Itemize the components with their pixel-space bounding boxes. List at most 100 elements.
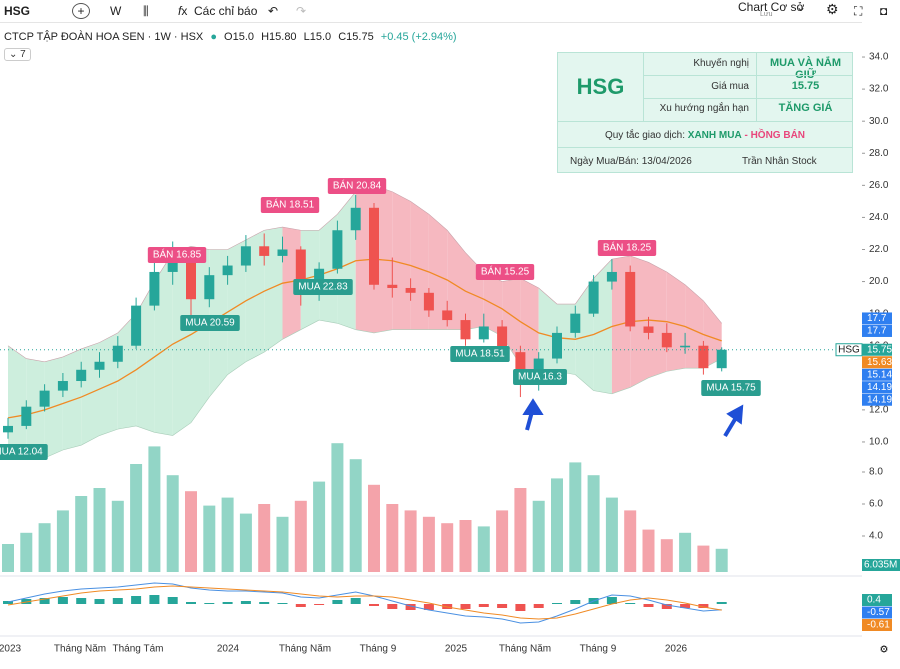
divider	[756, 98, 757, 122]
macd-tag	[862, 594, 892, 606]
fullscreen[interactable]: ⛶	[854, 4, 863, 18]
candle-body	[3, 425, 13, 433]
candle-body	[515, 352, 526, 385]
signal-label: MUA 16.3	[518, 372, 562, 383]
signal-label: BÁN 18.51	[266, 198, 315, 211]
info-panel: HSG Khuyến nghị MUA VÀ NẮM GIỮ Giá mua 15.7…	[557, 52, 853, 173]
macd-hist	[698, 604, 709, 608]
volume-tag	[862, 559, 900, 571]
candles-pane	[0, 194, 862, 439]
candle-body	[387, 284, 398, 288]
volume-bar	[166, 475, 179, 572]
legend-name: CTCP TẬP ĐOÀN HOA SEN · 1W · HSX	[4, 31, 204, 43]
indicators[interactable]: Các chỉ báo	[194, 4, 258, 18]
volume-bar	[56, 510, 69, 572]
vol-tick-label: 4.0	[869, 531, 883, 542]
x-tick-label: Tháng 9	[360, 644, 397, 655]
macd-hist	[57, 597, 68, 604]
macd-hist	[131, 596, 142, 604]
macd-hist	[387, 604, 398, 609]
volume-bar	[422, 516, 435, 572]
divider	[558, 121, 852, 122]
macd-hist	[222, 602, 233, 604]
badge-count: 7	[20, 49, 26, 60]
macd-tag-label: -0.57	[867, 607, 890, 618]
snapshot[interactable]: ◘	[880, 4, 888, 18]
macd-hist	[625, 603, 636, 604]
legend-low: L15.0	[303, 31, 332, 43]
settings-icon[interactable]: ⚙	[880, 645, 889, 656]
volume-bar	[514, 488, 527, 572]
candle-body	[186, 262, 196, 300]
volume-bar	[221, 497, 234, 572]
candle-body	[405, 287, 416, 293]
x-tick-label: Tháng 9	[580, 644, 617, 655]
volume-bar	[697, 545, 710, 572]
volume-bar	[20, 532, 33, 572]
interval[interactable]: W	[110, 4, 122, 18]
y-tick-label: 30.0	[869, 116, 889, 127]
rule-sep: -	[744, 130, 748, 141]
band-fill	[26, 358, 45, 458]
symbol-tag-label: HSG	[838, 344, 860, 355]
volume-bar	[642, 529, 655, 572]
layout[interactable]: Chart Cơ sở	[738, 0, 805, 14]
candle-body	[588, 281, 599, 314]
axis: 10.012.014.016.018.020.022.024.026.028.0…	[0, 52, 900, 655]
divider	[756, 75, 757, 99]
candle-body	[369, 207, 379, 285]
rule: Quy tắc giao dịch: XANH MUA - HỒNG BÁN	[558, 130, 852, 141]
candle-body	[332, 230, 343, 269]
undo[interactable]: ↶	[268, 4, 279, 18]
divider	[644, 97, 852, 99]
chart-type[interactable]: ⫼	[143, 4, 149, 18]
x-tick-label: Tháng Năm	[499, 644, 551, 655]
symbol[interactable]: HSG	[4, 4, 31, 18]
band-fill	[447, 230, 466, 330]
price-tag-label: 15.63	[867, 357, 892, 368]
save[interactable]: Lưu	[760, 11, 773, 18]
price-tag-label: 15.14	[867, 369, 892, 380]
price-tag	[862, 381, 892, 394]
volume-bar	[587, 475, 600, 572]
arrow	[522, 398, 544, 431]
collapse-badge[interactable]: ⌄ 7	[4, 48, 31, 61]
macd-hist	[405, 604, 416, 610]
price-tag-label: 17.7	[867, 313, 887, 324]
candle-body	[240, 246, 251, 266]
price-tag	[862, 312, 892, 325]
volume-bar	[111, 500, 124, 572]
macd-hist	[606, 597, 617, 604]
arrow	[723, 404, 744, 438]
fx-icon[interactable]: fx	[178, 4, 188, 18]
volume-bar	[386, 504, 399, 572]
volume-bar	[532, 500, 545, 572]
macd-pane	[3, 582, 727, 624]
candle-body	[552, 332, 562, 359]
volume-bar	[660, 539, 673, 572]
row-label: Khuyến nghị	[693, 58, 749, 69]
add-button[interactable]: +	[72, 3, 90, 19]
divider	[643, 53, 644, 121]
redo[interactable]: ↷	[296, 4, 307, 18]
macd-hist	[533, 604, 544, 608]
signal-label: MUA 20.59	[185, 318, 235, 329]
divider	[756, 53, 757, 76]
macd-hist	[497, 604, 508, 608]
layout-caret[interactable]: ⌄	[796, 0, 807, 14]
y-tick-label: 28.0	[869, 148, 889, 159]
rule-sell: HỒNG BÁN	[750, 130, 806, 141]
settings[interactable]: ⚙	[826, 1, 839, 17]
row-value: TĂNG GIÁ	[778, 102, 833, 115]
volume-bar	[93, 488, 106, 572]
signal-label: MUA 15.75	[706, 383, 756, 394]
legend-change: +0.45 (+2.94%)	[380, 31, 457, 43]
x-tick-label: 2025	[445, 644, 468, 655]
signal-badge	[147, 247, 207, 263]
price-tag	[862, 393, 892, 406]
y-tick-label: 10.0	[869, 437, 889, 448]
macd-hist	[167, 597, 178, 604]
divider	[558, 147, 852, 148]
volume-bar	[459, 520, 472, 572]
